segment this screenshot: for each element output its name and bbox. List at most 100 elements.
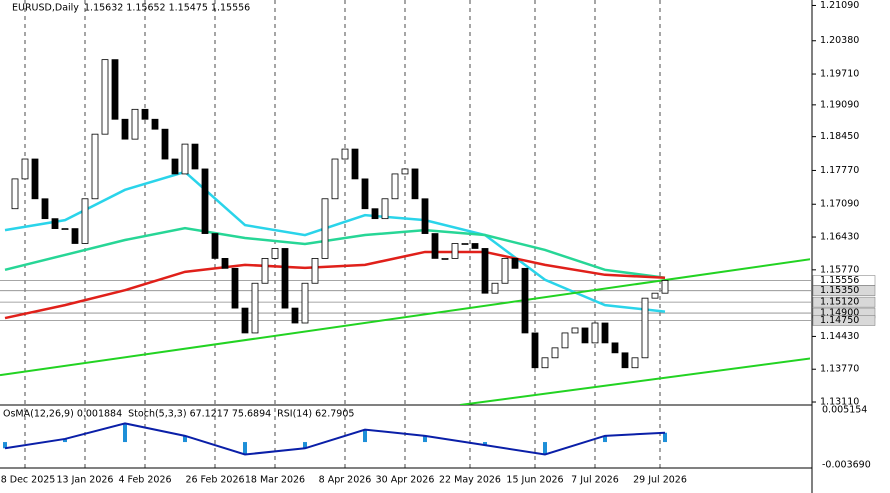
osma-bar <box>423 435 427 443</box>
y-tick-label: 1.17770 <box>820 165 859 176</box>
x-tick-label: 18 Mar 2026 <box>245 475 305 486</box>
x-tick-label: 15 Jun 2026 <box>506 475 563 486</box>
price-label-box <box>812 296 876 308</box>
candle <box>51 218 59 229</box>
candle <box>411 168 419 200</box>
candle <box>261 258 269 284</box>
x-tick-label: 29 Jul 2026 <box>633 475 687 486</box>
candle <box>441 258 449 260</box>
candle <box>621 352 629 369</box>
candle <box>211 233 219 259</box>
candle <box>531 332 539 369</box>
osma-bar <box>3 442 7 449</box>
osma-bar <box>183 435 187 443</box>
candle <box>61 228 69 230</box>
candle <box>141 108 149 120</box>
candle <box>661 280 669 294</box>
y-tick-label: 1.21090 <box>820 0 859 11</box>
x-tick-label: 13 Jan 2026 <box>57 475 114 486</box>
y-tick-label: 1.13110 <box>820 397 859 408</box>
candle <box>181 143 189 175</box>
osc-label: Stoch(5,3,3) 67.1217 75.6894 <box>128 409 271 420</box>
osc-label: OsMA(12,26,9) 0.001884 <box>3 409 122 420</box>
y-tick-label: 1.13770 <box>820 364 859 375</box>
candle <box>521 267 529 334</box>
candle <box>281 248 289 309</box>
candle <box>101 59 109 135</box>
series-line <box>459 357 810 405</box>
candle <box>611 342 619 354</box>
candle <box>391 173 399 200</box>
x-tick-label: 30 Apr 2026 <box>376 475 435 486</box>
candle <box>191 143 199 170</box>
candle <box>341 148 349 160</box>
candle <box>421 198 429 234</box>
candle <box>21 158 29 180</box>
osc-tick-label: 0.005154 <box>822 405 867 416</box>
candle <box>551 347 559 359</box>
quote: 1.15632 1.15652 1.15475 1.15556 <box>84 3 250 14</box>
candle <box>461 243 469 245</box>
osma-bar <box>543 442 547 455</box>
candle <box>581 327 589 344</box>
candle <box>251 282 259 334</box>
candle <box>371 208 379 220</box>
candle <box>271 248 279 259</box>
price-label: 1.14750 <box>820 315 859 326</box>
candle <box>431 233 439 259</box>
x-tick-label: 4 Feb 2026 <box>118 475 171 486</box>
series-line <box>4 170 666 313</box>
osc-tick-label: -0.003690 <box>822 460 871 471</box>
candle <box>151 118 159 130</box>
candle <box>291 307 299 324</box>
candle <box>311 258 319 284</box>
candle <box>631 357 639 369</box>
y-tick-label: 1.14430 <box>820 331 859 342</box>
candle <box>241 307 249 334</box>
y-tick-label: 1.20380 <box>820 35 859 46</box>
x-tick-label: 26 Feb 2026 <box>185 475 244 486</box>
candle <box>451 243 459 259</box>
series-line <box>4 250 666 320</box>
candle <box>301 282 309 324</box>
series-line <box>4 226 666 280</box>
price-label-box <box>812 315 876 326</box>
candle <box>31 158 39 200</box>
osma-bar <box>663 432 667 443</box>
candle <box>641 297 649 359</box>
candle <box>201 168 209 234</box>
candle <box>541 357 549 369</box>
price-label: 1.15120 <box>820 297 859 308</box>
osma-bar <box>483 442 487 446</box>
candle <box>511 258 519 269</box>
candle <box>361 178 369 210</box>
osma-bar <box>123 423 127 443</box>
x-tick-label: 8 Apr 2026 <box>319 475 372 486</box>
osma-bar <box>363 429 367 443</box>
osc-line <box>4 422 666 456</box>
y-tick-label: 1.17090 <box>820 199 859 210</box>
x-tick-label: 18 Dec 2025 <box>0 475 55 486</box>
candle <box>601 322 609 344</box>
candle <box>41 198 49 220</box>
y-tick-label: 1.15770 <box>820 264 859 275</box>
candle <box>231 267 239 309</box>
osma-bar <box>63 438 67 443</box>
candle <box>501 258 509 284</box>
candle <box>651 292 659 299</box>
candle <box>381 198 389 220</box>
osma-bar <box>303 442 307 449</box>
x-tick-label: 7 Jul 2026 <box>571 475 619 486</box>
y-tick-label: 1.16430 <box>820 232 859 243</box>
candle <box>471 243 479 249</box>
candle <box>11 178 19 210</box>
y-tick-label: 1.19710 <box>820 69 859 80</box>
osc-label: RSI(14) 62.7905 <box>277 409 354 420</box>
candle <box>171 158 179 175</box>
chart-title: EURUSD,Daily <box>12 3 79 14</box>
candle <box>491 282 499 294</box>
candle <box>161 128 169 160</box>
price-label: 1.14900 <box>820 308 859 319</box>
candle <box>81 198 89 244</box>
